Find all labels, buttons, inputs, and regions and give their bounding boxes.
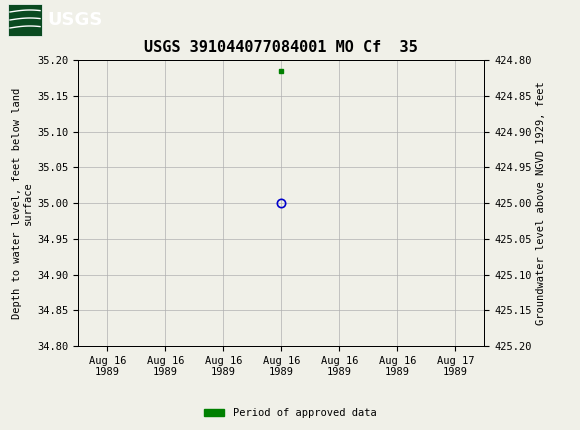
Title: USGS 391044077084001 MO Cf  35: USGS 391044077084001 MO Cf 35 xyxy=(144,40,418,55)
Y-axis label: Groundwater level above NGVD 1929, feet: Groundwater level above NGVD 1929, feet xyxy=(536,81,546,325)
Legend: Period of approved data: Period of approved data xyxy=(200,404,380,423)
Y-axis label: Depth to water level, feet below land
surface: Depth to water level, feet below land su… xyxy=(12,88,33,319)
Bar xyxy=(8,4,42,36)
Text: USGS: USGS xyxy=(47,11,103,29)
